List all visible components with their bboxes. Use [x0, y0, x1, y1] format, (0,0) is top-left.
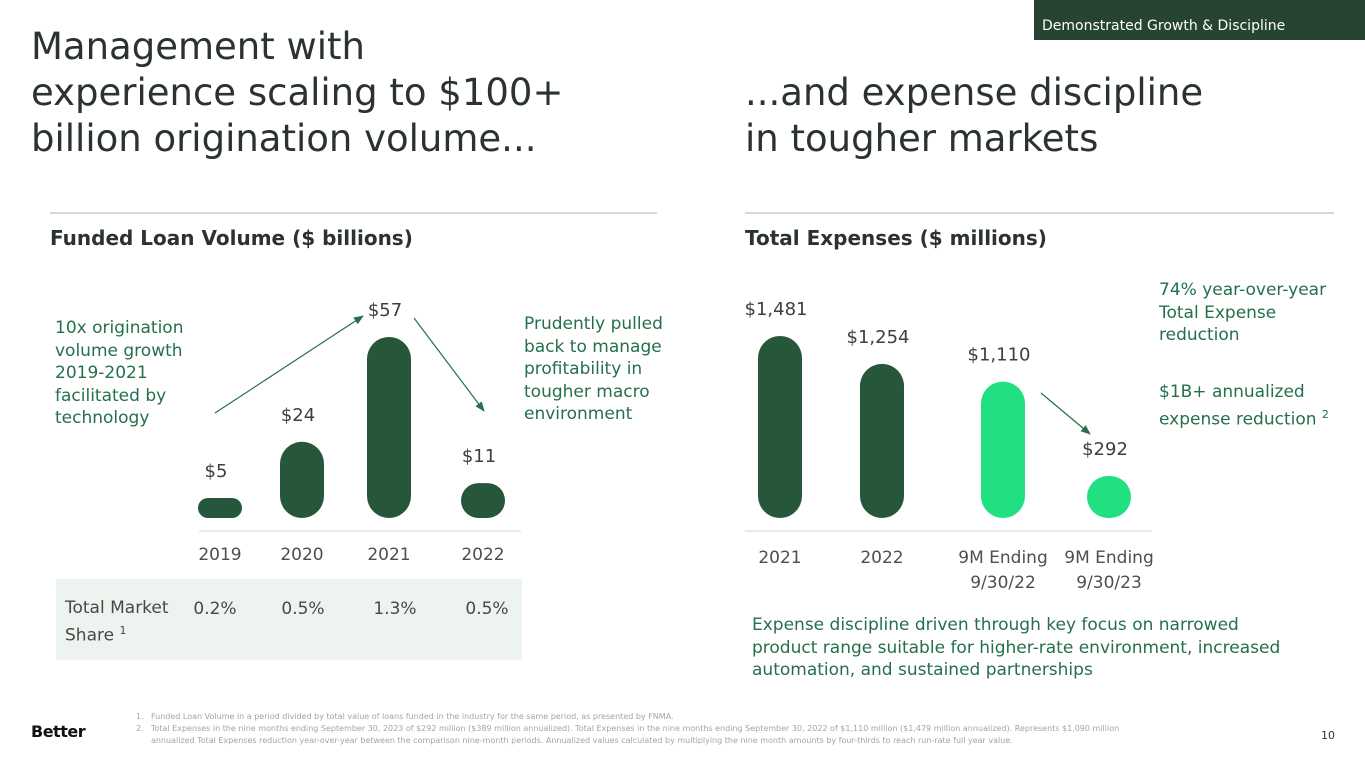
footnote-1: 1. Funded Loan Volume in a period divided… — [136, 711, 1146, 723]
yoy-reduction-callout: 74% year-over-year Total Expense reducti… — [1159, 280, 1327, 345]
loan-volume-title-bold: Funded Loan Volume — [50, 226, 286, 250]
growth-callout: 10x origination volume growth 2019-2021 … — [55, 318, 184, 428]
loan-bar-3 — [461, 483, 505, 518]
loan-category-label-1: 2020 — [280, 545, 323, 565]
market-share-table: Total Market Share 1 0.2% 0.5% 1.3% 0.5% — [56, 579, 522, 660]
market-share-2022: 0.5% — [465, 599, 509, 619]
pullback-callout: Prudently pulled back to manage profitab… — [524, 314, 663, 424]
loan-bar-1 — [280, 441, 324, 518]
loan-value-label-2: $57 — [368, 300, 402, 321]
pullback-arrow — [413, 317, 485, 412]
loan-value-label-0: $5 — [205, 461, 228, 482]
expense-bar-0 — [758, 336, 802, 518]
market-share-label-text: Total Market Share — [65, 598, 169, 646]
loan-bar-2 — [367, 337, 411, 518]
loan-category-label-0: 2019 — [198, 545, 241, 565]
loan-value-label-1: $24 — [281, 405, 315, 426]
expense-bar-3 — [1087, 476, 1131, 518]
right-headline: ...and expense discipline in tougher mar… — [745, 71, 1204, 160]
loan-value-label-3: $11 — [462, 446, 496, 467]
expenses-title-bold: Total Expenses — [745, 226, 913, 250]
better-logo: Better — [31, 722, 86, 741]
left-headline: Management with experience scaling to $1… — [31, 25, 564, 160]
market-share-2020: 0.5% — [281, 599, 325, 619]
expenses-title-unit: ($ millions) — [912, 226, 1047, 250]
expense-value-label-1: $1,254 — [847, 327, 910, 348]
footnote-2-text: Total Expenses in the nine months ending… — [151, 724, 1120, 745]
loan-category-label-3: 2022 — [461, 545, 504, 565]
footnote-1-text: Funded Loan Volume in a period divided b… — [151, 712, 674, 721]
footnote-2-number: 2. — [136, 724, 144, 733]
loan-bar-0 — [198, 498, 242, 518]
expense-category-label-0: 2021 — [758, 548, 801, 568]
expense-discipline-callout: Expense discipline driven through key fo… — [752, 615, 1281, 680]
expense-category-label-3-line-0: 9M Ending — [1064, 548, 1153, 568]
expense-category-label-1: 2022 — [860, 548, 903, 568]
expense-category-label-3-line-1: 9/30/23 — [1076, 573, 1142, 593]
expense-bar-1 — [860, 363, 904, 518]
loan-category-label-2: 2021 — [367, 545, 410, 565]
expense-value-label-3: $292 — [1082, 439, 1128, 460]
market-share-footnote-ref: 1 — [119, 623, 127, 637]
footnote-2: 2. Total Expenses in the nine months endi… — [136, 723, 1146, 747]
market-share-2019: 0.2% — [193, 599, 237, 619]
expense-value-label-2: $1,110 — [968, 345, 1031, 366]
page-number: 10 — [1321, 729, 1335, 742]
reduction-arrow — [1040, 392, 1091, 435]
growth-arrow — [214, 315, 364, 414]
loan-volume-title-unit: ($ billions) — [285, 226, 413, 250]
expense-category-label-2-line-1: 9/30/22 — [970, 573, 1036, 593]
market-share-2021: 1.3% — [373, 599, 417, 619]
footnote-1-number: 1. — [136, 712, 144, 721]
left-divider — [50, 212, 657, 214]
annualized-reduction-text: $1B+ annualized expense reduction — [1159, 382, 1317, 430]
market-share-label: Total Market Share 1 — [65, 597, 185, 647]
total-expenses-chart: $1,481 2021 $1,254 2022 $1,110 9M Ending 9/30/… — [745, 299, 1154, 593]
right-divider — [745, 212, 1334, 214]
expense-bar-2 — [981, 381, 1025, 518]
expenses-title: Total Expenses ($ millions) — [745, 226, 1047, 250]
annualized-reduction-footnote-ref: 2 — [1321, 407, 1329, 421]
footnotes: 1. Funded Loan Volume in a period divided… — [136, 711, 1146, 747]
expense-value-label-0: $1,481 — [745, 299, 808, 320]
loan-volume-chart: $5 2019 $24 2020 $57 2021 $11 2022 — [198, 300, 505, 565]
loan-volume-title: Funded Loan Volume ($ billions) — [50, 226, 413, 250]
annualized-reduction-callout: $1B+ annualized expense reduction 2 — [1159, 381, 1344, 431]
section-tag: Demonstrated Growth & Discipline — [1034, 0, 1365, 40]
expense-category-label-2-line-0: 9M Ending — [958, 548, 1047, 568]
